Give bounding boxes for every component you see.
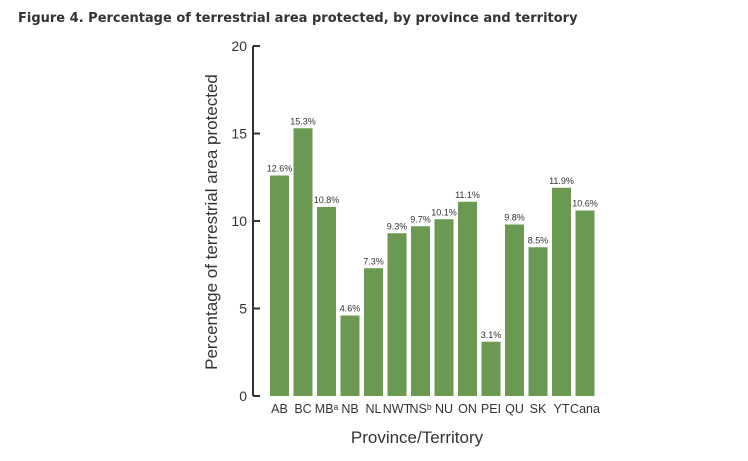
data-label: 10.8% (314, 195, 340, 205)
y-tick-label: 20 (231, 38, 247, 54)
category-label: NB (341, 402, 358, 416)
bars-group (270, 128, 595, 396)
bar (364, 268, 383, 396)
category-label: Cana (570, 402, 600, 416)
category-label: NSᵇ (409, 402, 431, 416)
data-label: 11.9% (549, 176, 574, 186)
data-label: 9.8% (504, 213, 525, 223)
data-label: 7.3% (363, 256, 384, 266)
data-label: 12.6% (267, 164, 293, 174)
category-label: YT (554, 402, 570, 416)
data-label: 8.5% (528, 235, 549, 245)
data-label: 10.1% (431, 207, 457, 217)
bar (458, 201, 477, 396)
y-tick-label: 15 (231, 126, 247, 142)
bar (552, 187, 571, 396)
data-label: 9.7% (410, 214, 431, 224)
figure-title: Figure 4. Percentage of terrestrial area… (18, 11, 578, 26)
data-label: 3.1% (481, 330, 502, 340)
data-labels-group: 12.6% 15.3% 10.8% 4.6% 7.3% 9.3%9.7%10.1% 11.1… (267, 116, 598, 340)
bar (575, 210, 595, 396)
data-label: 4.6% (340, 304, 361, 314)
x-axis-title: Province/Territory (351, 428, 484, 447)
data-label: 9.3% (387, 221, 408, 231)
category-label: ON (458, 402, 477, 416)
bar (481, 341, 501, 396)
category-label: NWT (383, 402, 412, 416)
bar (411, 226, 430, 396)
bar (387, 233, 407, 396)
data-label: 10.6% (572, 199, 598, 209)
category-label: MBᵃ (315, 402, 339, 416)
data-label: 11.1% (455, 190, 480, 200)
y-axis: 0 5 10 15 20 (231, 38, 260, 404)
bar (340, 315, 360, 396)
bar (528, 247, 548, 396)
category-label: QU (505, 402, 524, 416)
y-axis-title: Percentage of terrestrial area protected (202, 74, 221, 370)
category-label: SK (530, 402, 547, 416)
category-label: BC (294, 402, 311, 416)
bar (293, 128, 313, 396)
bar (270, 175, 289, 396)
y-tick-label: 10 (231, 213, 247, 229)
bar (317, 207, 336, 396)
category-label: NL (366, 402, 382, 416)
category-label: PEI (481, 402, 501, 416)
category-label: AB (271, 402, 288, 416)
category-label: NU (435, 402, 453, 416)
bar (505, 224, 524, 396)
y-tick-label: 5 (239, 301, 247, 317)
data-label: 15.3% (290, 116, 316, 126)
bar (434, 219, 454, 396)
y-tick-label: 0 (239, 388, 247, 404)
